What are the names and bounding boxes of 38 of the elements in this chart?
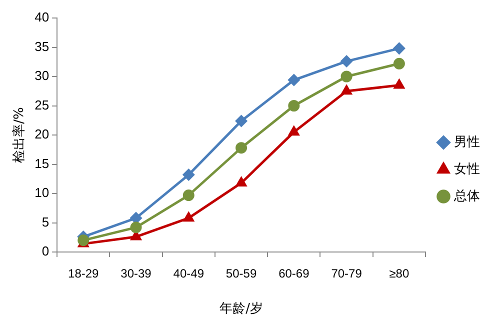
point [236,142,248,154]
y-tick-label: 0 [42,244,50,259]
legend-label: 女性 [454,162,480,177]
point [288,100,300,112]
point [236,177,246,186]
y-axis-title: 检出率/% [11,107,28,163]
y-tick-label: 30 [34,68,50,84]
point [184,212,194,222]
point [182,190,194,202]
point [130,231,142,240]
legend-label: 男性 [454,134,480,150]
point [340,70,352,82]
x-tick-label: 50-59 [226,266,257,281]
point [393,42,405,54]
x-tick-label: ≥80 [389,266,410,281]
legend-label: 总体 [453,188,480,204]
y-tick-label: 40 [34,10,50,25]
point [182,169,194,181]
point [288,126,300,136]
y-tick-label: 20 [34,126,50,142]
x-axis-title: 年龄/岁 [220,302,263,317]
point [341,85,352,95]
x-tick-label: 60-69 [278,266,310,281]
x-tick-label: 30-39 [120,266,152,281]
point [394,80,404,89]
point [130,222,142,234]
y-tick-label: 10 [34,185,50,200]
x-tick-label: 40-49 [173,266,204,281]
y-tick-label: 35 [34,38,50,54]
y-tick-label: 5 [42,214,50,230]
point [393,58,405,70]
y-tick-label: 15 [34,156,50,171]
x-tick-label: 70-79 [331,266,362,281]
point [236,115,248,127]
point [288,74,300,86]
point [340,56,352,68]
x-tick-label: 18-29 [68,266,100,281]
y-tick-label: 25 [34,97,50,112]
